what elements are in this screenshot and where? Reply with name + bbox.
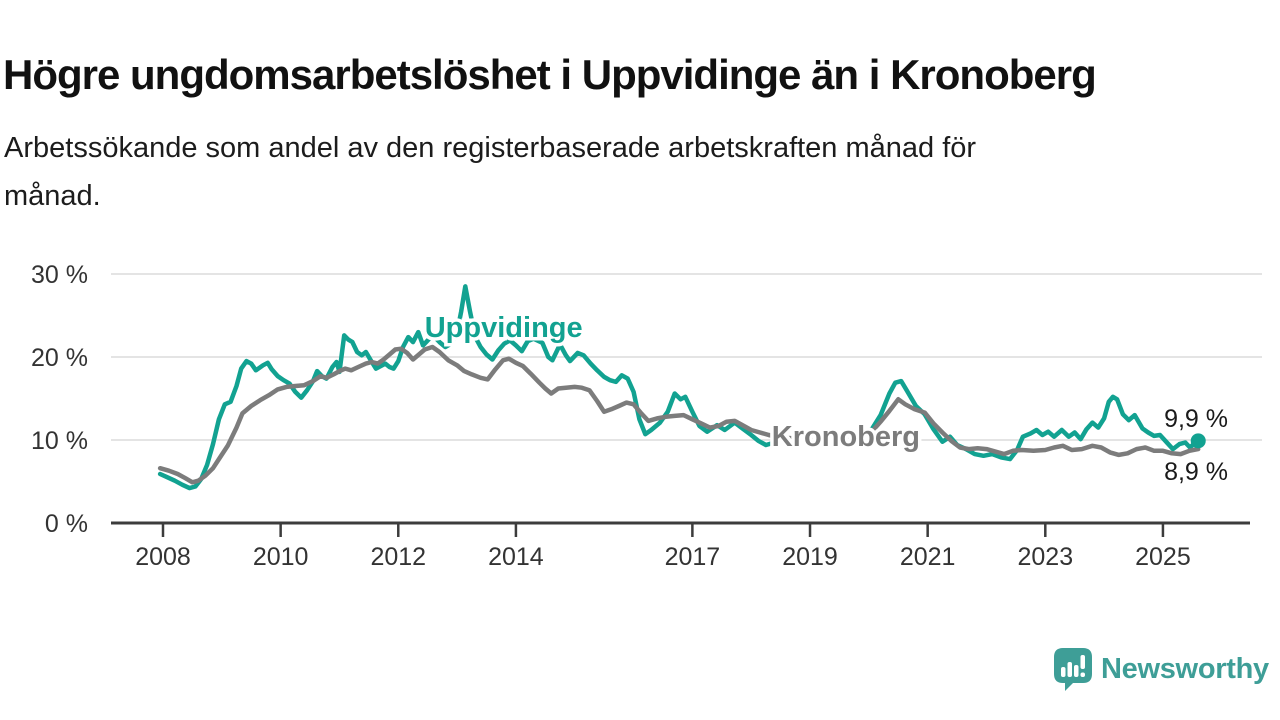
- x-axis-tick-label: 2017: [665, 543, 721, 571]
- x-axis-tick-label: 2010: [253, 543, 309, 571]
- y-axis-tick-label: 30 %: [31, 261, 88, 289]
- x-axis-tick-label: 2025: [1135, 543, 1191, 571]
- kronoberg-line: [157, 344, 1201, 485]
- x-axis-tick-label: 2014: [488, 543, 544, 571]
- kronoberg-series-label: Kronoberg: [772, 421, 920, 453]
- y-axis-labels: 0 % 10 % 20 % 30 %: [31, 261, 88, 538]
- uppvidinge-end-value-label: 9,9 %: [1164, 405, 1228, 433]
- uppvidinge-series-label: Uppvidinge: [425, 312, 583, 344]
- x-axis-labels: 2008 2010 2012 2014 2017 2019 2021 2023 2025: [135, 543, 1191, 571]
- x-axis-tick-label: 2023: [1017, 543, 1073, 571]
- x-axis-tick-label: 2012: [370, 543, 426, 571]
- kronoberg-end-value-label: 8,9 %: [1164, 458, 1228, 486]
- page-title: Högre ungdomsarbetslöshet i Uppvidinge ä…: [3, 51, 1097, 99]
- subtitle-line-2: månad.: [4, 180, 101, 212]
- newsworthy-logo: Newsworthy: [1054, 648, 1269, 691]
- gridlines-group: [111, 273, 1262, 441]
- y-axis-tick-label: 10 %: [31, 427, 88, 455]
- y-axis-tick-label: 20 %: [31, 344, 88, 372]
- chart-subtitle: Arbetssökande som andel av den registerb…: [4, 124, 976, 220]
- subtitle-line-1: Arbetssökande som andel av den registerb…: [4, 132, 977, 164]
- brand-name: Newsworthy: [1101, 653, 1269, 685]
- uppvidinge-end-dot: [1190, 433, 1206, 449]
- y-axis-tick-label: 0 %: [45, 510, 88, 538]
- uppvidinge-line: [157, 284, 1201, 491]
- x-axis-tick-label: 2021: [900, 543, 956, 571]
- x-axis-tick-label: 2019: [782, 543, 838, 571]
- speech-bubble-bar-chart-icon: [1054, 648, 1092, 691]
- x-axis-ticks: [161, 523, 1165, 537]
- x-axis-tick-label: 2008: [135, 543, 191, 571]
